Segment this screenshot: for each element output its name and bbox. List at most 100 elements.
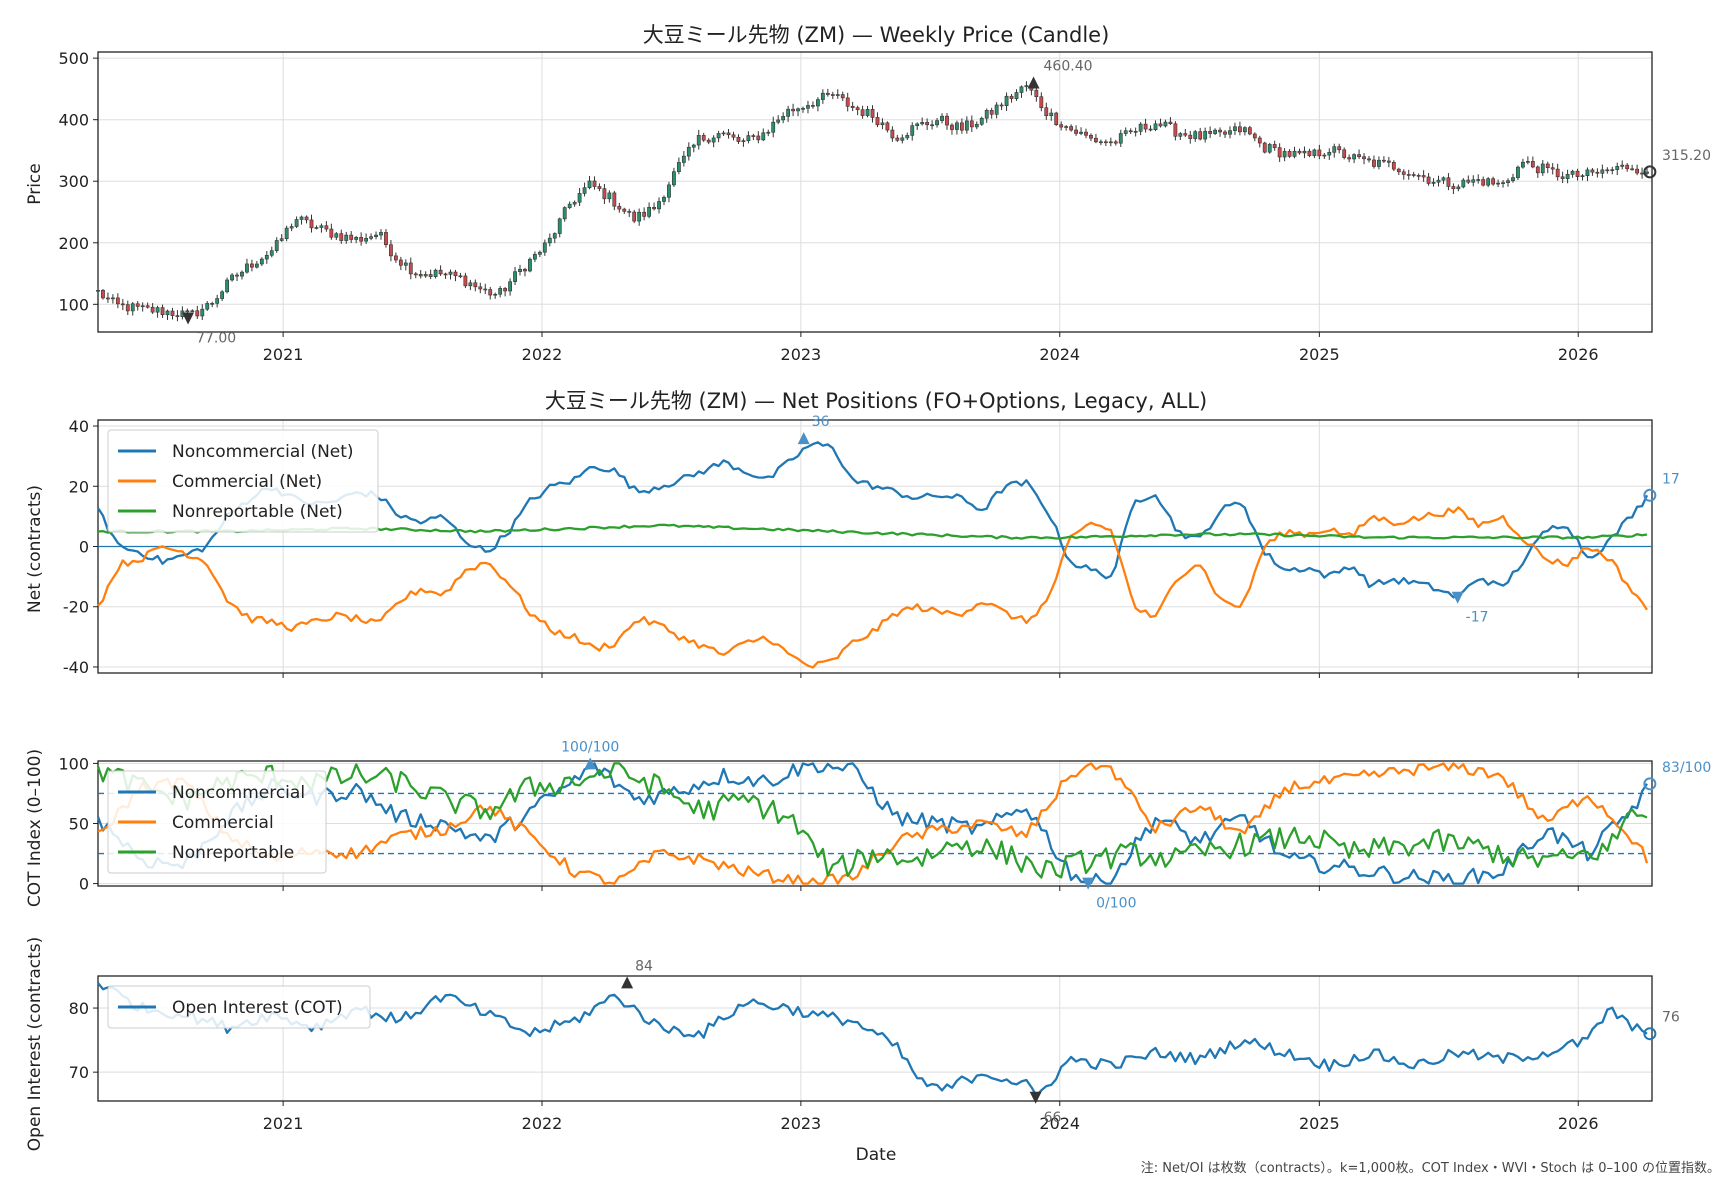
candle-body [1039, 96, 1044, 109]
net-ytick-label: 20 [69, 477, 89, 496]
candle-body [681, 155, 686, 163]
candle-body [905, 135, 910, 139]
candle-body [349, 234, 354, 240]
footnote: 注: Net/OI は枚数（contracts）。k=1,000枚。COT In… [1141, 1161, 1720, 1176]
candle-body [557, 218, 562, 234]
candle-body [1267, 144, 1272, 153]
price-xtick-label: 2021 [263, 345, 304, 364]
legend-label: Commercial [172, 813, 274, 833]
candle-body [1431, 181, 1436, 184]
candle-body [1342, 149, 1347, 158]
candle-body [572, 201, 577, 205]
candle-body [1049, 112, 1054, 117]
candle-body [875, 117, 880, 126]
candle-body [920, 122, 925, 125]
oi-plot-area: 70 80 2021 2022 2023 2024 2025 2026 84 66 76 Open I… [69, 958, 1680, 1133]
candle-body [1372, 159, 1376, 167]
candle-body [940, 115, 944, 121]
candle-body [1054, 112, 1059, 125]
candle-body [254, 263, 259, 268]
candle-body [324, 225, 329, 230]
candle-body [1352, 154, 1357, 160]
net-series-line-1 [97, 506, 1648, 669]
candle-body [438, 269, 443, 275]
cot-marker-up [584, 757, 597, 770]
candle-body [1113, 141, 1118, 144]
oi-xtick-label: 2024 [1039, 1114, 1080, 1133]
cot-annotation: 0/100 [1096, 896, 1136, 912]
candle-body [140, 305, 145, 308]
candle-body [1094, 137, 1098, 143]
candle-body [706, 139, 711, 143]
candle-body [165, 310, 170, 316]
candle-body [195, 310, 200, 317]
candle-body [334, 233, 339, 238]
candle-body [870, 109, 875, 118]
candle-body [974, 123, 979, 128]
candle-body [1416, 174, 1421, 177]
candle-body [1034, 89, 1039, 98]
candle-body [110, 297, 115, 300]
candle-body [225, 279, 229, 293]
candle-body [493, 293, 498, 296]
candle-body [403, 262, 408, 266]
candle-body [979, 117, 984, 125]
candle-body [736, 136, 741, 142]
candle-body [1128, 130, 1133, 133]
candle-body [950, 124, 954, 130]
oi-xtick-label: 2021 [263, 1114, 304, 1133]
price-xtick-label: 2026 [1558, 345, 1599, 364]
price-xtick-label: 2022 [522, 345, 563, 364]
candle-body [1441, 177, 1446, 181]
candle-body [205, 303, 210, 310]
candle-body [811, 105, 815, 107]
cot-marker-last [1643, 777, 1657, 791]
candle-body [463, 275, 468, 287]
net-chart-title: 大豆ミール先物 (ZM) — Net Positions (FO+Options… [545, 389, 1207, 413]
candle-body [448, 271, 453, 275]
cot-annotation: 83/100 [1662, 760, 1711, 776]
cot-index-panel: COT Index (0–100) 0 50 100 100/100 0/100 83/1… [25, 739, 1711, 911]
candle-body [1173, 123, 1178, 137]
candle-body [1436, 179, 1441, 183]
candle-body [1357, 154, 1361, 158]
candle-body [1525, 161, 1530, 163]
cot-annotation: 100/100 [561, 739, 619, 755]
candle-body [264, 254, 269, 260]
candle-body [245, 263, 249, 273]
candle-body [1481, 179, 1486, 186]
candle-body [1014, 92, 1019, 99]
price-chart-title: 大豆ミール先物 (ZM) — Weekly Price (Candle) [643, 23, 1110, 47]
candle-body [617, 205, 622, 210]
legend-box [107, 429, 379, 533]
candle-body [498, 288, 503, 295]
candle-body [1530, 161, 1535, 168]
candle-body [1317, 149, 1322, 157]
price-marker-down [182, 312, 195, 325]
candle-body [101, 289, 105, 299]
candle-body [1064, 126, 1069, 128]
candle-body [830, 94, 835, 96]
net-positions-panel: 大豆ミール先物 (ZM) — Net Positions (FO+Options… [25, 389, 1680, 678]
net-marker-last [1643, 488, 1657, 502]
candle-body [428, 274, 433, 277]
cot-plot-area: 0 50 100 100/100 0/100 83/100 Noncommercial Com… [58, 739, 1711, 911]
legend-label: Noncommercial [172, 783, 305, 803]
candle-body [1630, 168, 1635, 171]
price-panel: 大豆ミール先物 (ZM) — Weekly Price (Candle) Pri… [25, 23, 1711, 364]
candle-body [150, 306, 155, 313]
oi-annotation: 76 [1662, 1010, 1680, 1026]
candle-body [314, 227, 319, 229]
candle-body [1516, 166, 1520, 178]
net-ytick-label: -40 [63, 658, 89, 677]
candle-body [1019, 86, 1024, 93]
candle-body [885, 122, 890, 131]
candle-body [106, 297, 110, 300]
candle-body [513, 271, 517, 283]
candle-body [900, 137, 905, 141]
candle-body [592, 180, 597, 187]
candle-body [1615, 166, 1620, 170]
candle-body [175, 315, 180, 317]
cot-marker-down [1082, 877, 1095, 890]
candle-body [1213, 129, 1217, 134]
